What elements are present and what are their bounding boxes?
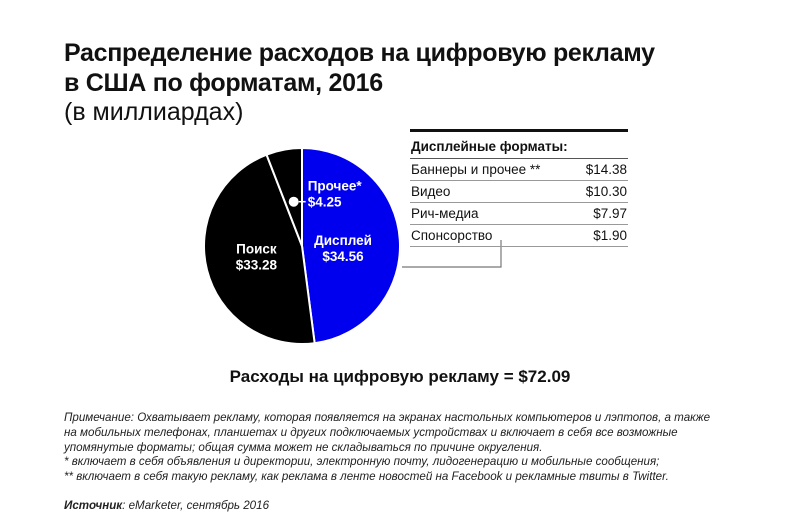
table-row: Баннеры и прочее ** $14.38 (410, 159, 628, 181)
table-row-value: $7.97 (593, 206, 627, 221)
pie-slice-search (203, 153, 316, 345)
table-row: Видео $10.30 (410, 181, 628, 203)
display-formats-table: Дисплейные форматы: Баннеры и прочее ** … (410, 129, 628, 247)
chart-title-line1: Распределение расходов на цифровую рекла… (64, 39, 655, 67)
chart-title: Распределение расходов на цифровую рекла… (64, 38, 724, 98)
source-text: : eMarketer, сентябрь 2016 (122, 499, 270, 512)
table-row-name: Спонсорство (411, 228, 493, 243)
table-row-value: $10.30 (585, 184, 627, 199)
note-line: на мобильных телефонах, планшетах и друг… (64, 425, 678, 439)
table-row-value: $14.38 (585, 162, 627, 177)
pie-slice-other (265, 146, 303, 247)
pie-label-search: Поиск (236, 242, 277, 257)
pie-value-search: $33.28 (236, 258, 278, 273)
table-row-name: Рич-медиа (411, 206, 479, 221)
pie-label-other: Прочее* (308, 179, 363, 194)
chart-title-line2: в США по форматам, 2016 (64, 69, 383, 97)
note-line: ** включает в себя такую рекламу, как ре… (64, 470, 669, 484)
note-line: Примечание: Охватывает рекламу, которая … (64, 411, 711, 424)
pie-label-display: Дисплей (314, 233, 372, 248)
table-connector-line (402, 240, 502, 268)
table-row: Рич-медиа $7.97 (410, 203, 628, 225)
table-row-name: Видео (411, 184, 451, 199)
table-row-value: $1.90 (593, 228, 627, 243)
table-row-name: Баннеры и прочее ** (411, 162, 541, 177)
source: Источник: eMarketer, сентябрь 2016 (64, 499, 269, 512)
table-row: Спонсорство $1.90 (410, 225, 628, 247)
pie-callout-dot (287, 195, 300, 208)
source-label: Источник (64, 499, 123, 512)
pie-value-display: $34.56 (322, 249, 364, 264)
note-line: * включает в себя объявления и директори… (64, 455, 660, 469)
pie-slice-display (301, 146, 401, 345)
total-spend: Расходы на цифровую рекламу = $72.09 (229, 367, 571, 386)
footnotes: Примечание: Охватывает рекламу, которая … (64, 411, 754, 485)
chart-subtitle: (в миллиардах) (64, 98, 244, 126)
note-line: упомянутые форматы; общая сумма может не… (64, 440, 543, 454)
table-header: Дисплейные форматы: (410, 132, 628, 159)
pie-value-other: $4.25 (308, 195, 342, 210)
